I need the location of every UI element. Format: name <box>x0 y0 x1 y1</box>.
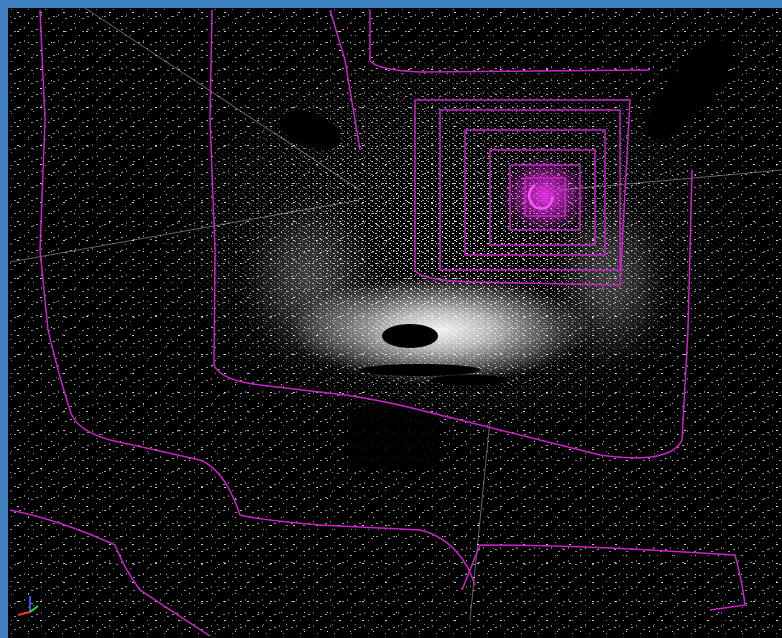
contour-lines <box>9 9 746 637</box>
guide-lines <box>9 7 782 621</box>
shadows <box>279 40 734 470</box>
axis-gizmo <box>17 596 39 616</box>
